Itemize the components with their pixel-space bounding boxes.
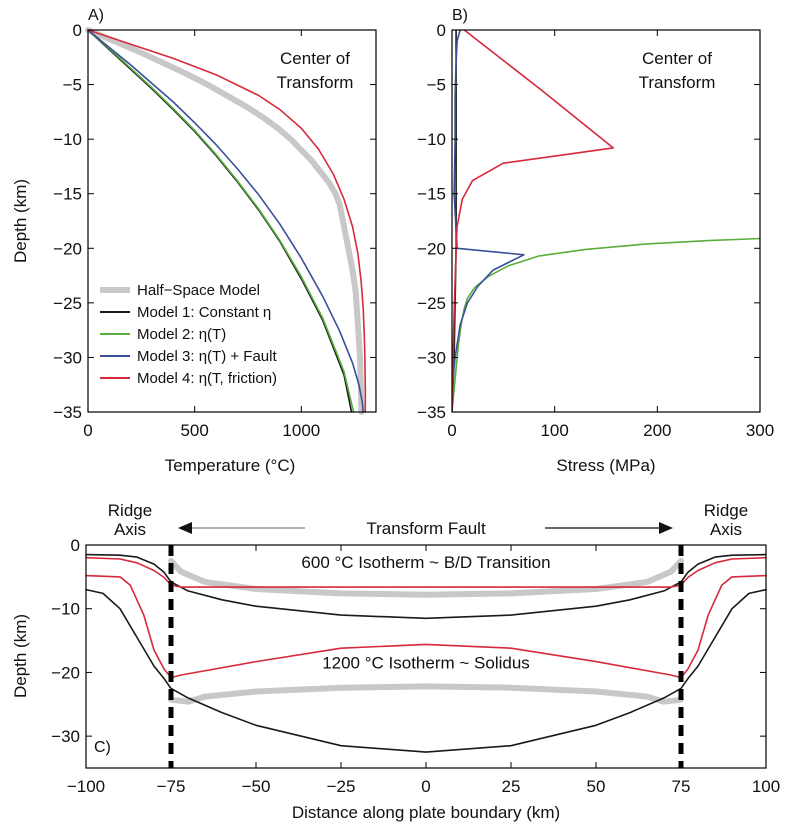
panel-b-ytick-label: −5 <box>427 76 446 95</box>
panel-a-annotation-line1: Center of <box>280 49 350 68</box>
panel-a-tag: A) <box>88 7 104 24</box>
panel-b-ytick-label: −25 <box>417 294 446 313</box>
panel-a-ytick-label: −10 <box>53 130 82 149</box>
legend-label-model2: Model 2: η(T) <box>137 326 226 343</box>
panel-a-xtick-label: 500 <box>180 421 208 440</box>
panel-a-legend: Half−Space Model Model 1: Constant η Model… <box>100 282 277 387</box>
panel-b-xtick-label: 200 <box>643 421 671 440</box>
panel-b-ytick-label: −30 <box>417 348 446 367</box>
legend-label-half_space: Half−Space Model <box>137 282 260 299</box>
panel-b-ytick-label: −10 <box>417 130 446 149</box>
legend-label-model1: Model 1: Constant η <box>137 304 271 321</box>
panel-a-line-model4 <box>87 29 367 413</box>
panel-c-xtick-label: 100 <box>752 777 780 796</box>
panel-b-ticks: 0 100 200 300 0 −5 −10 −15 −20 −25 −30 −35 <box>417 21 774 440</box>
panel-c-ylabel: Depth (km) <box>11 614 30 698</box>
legend-label-model3: Model 3: η(T) + Fault <box>137 348 277 365</box>
panel-b-xtick-label: 0 <box>447 421 456 440</box>
panel-c-xtick-label: 75 <box>672 777 691 796</box>
panel-b-ytick-label: 0 <box>437 21 446 40</box>
panel-a-plot <box>85 27 367 415</box>
panel-a-xtick-label: 1000 <box>282 421 320 440</box>
panel-c-xtick-label: 50 <box>587 777 606 796</box>
transform-fault-label: Transform Fault <box>366 519 486 538</box>
panel-a-xlabel: Temperature (°C) <box>165 456 296 475</box>
panel-b-line-model3 <box>452 30 525 412</box>
panel-c-isotherm-600-half_space <box>168 557 684 598</box>
panel-c-ticks: −100 −75 −50 −25 0 25 50 75 100 0 −10 −20 −30 <box>51 536 780 796</box>
panel-a-xtick-label: 0 <box>83 421 92 440</box>
panel-a-line-model3 <box>87 29 365 413</box>
panel-a-ticks: 0 500 1000 0 −5 −10 −15 −20 −25 −30 −35 <box>53 21 376 440</box>
panel-c-xlabel: Distance along plate boundary (km) <box>292 803 560 822</box>
panel-c-xtick-label: 0 <box>421 777 430 796</box>
panel-b-xtick-label: 100 <box>540 421 568 440</box>
ridge-axis-left-line2: Axis <box>114 520 146 539</box>
panel-c-isotherm-1200-model1 <box>85 588 767 753</box>
panel-a: A) 0 500 1000 0 −5 −10 −15 −20 −25 −30 −35 Tempera… <box>11 7 377 475</box>
panel-c-ytick-label: −20 <box>51 663 80 682</box>
panel-c-ytick-label: −30 <box>51 727 80 746</box>
legend-label-model4: Model 4: η(T, friction) <box>137 370 277 387</box>
panel-a-ytick-label: −15 <box>53 185 82 204</box>
panel-c-xtick-label: −100 <box>67 777 105 796</box>
panel-c-tag: C) <box>94 739 111 756</box>
panel-b-xtick-label: 300 <box>746 421 774 440</box>
panel-a-line-model2 <box>87 29 355 413</box>
panel-a-ytick-label: −5 <box>63 76 82 95</box>
panel-c-isotherm-1200-half_space <box>168 683 684 705</box>
panel-c-xtick-label: −75 <box>157 777 186 796</box>
transform-arrowhead-right <box>659 522 673 534</box>
panel-a-annotation-line2: Transform <box>277 73 354 92</box>
ridge-axis-right-line1: Ridge <box>704 501 748 520</box>
panel-c: 600 °C Isotherm ~ B/D Transition 1200 °C … <box>11 501 780 822</box>
panel-b-annotation-line2: Transform <box>639 73 716 92</box>
panel-c-ytick-label: 0 <box>71 536 80 555</box>
panel-a-ylabel: Depth (km) <box>11 179 30 263</box>
panel-b-xlabel: Stress (MPa) <box>556 456 655 475</box>
panel-b-line-model2 <box>452 237 760 412</box>
panel-b-annotation-line1: Center of <box>642 49 712 68</box>
panel-b: B) 0 100 200 300 0 −5 −10 −15 −20 −25 −30 −35 Stres… <box>417 7 774 475</box>
panel-a-ytick-label: −25 <box>53 294 82 313</box>
panel-a-line-half_space <box>85 27 365 415</box>
panel-a-ytick-label: −30 <box>53 348 82 367</box>
isotherm-label-1: 1200 °C Isotherm ~ Solidus <box>322 654 530 673</box>
panel-b-line-model4 <box>452 30 615 412</box>
ridge-axis-left-line1: Ridge <box>108 501 152 520</box>
ridge-axis-right-line2: Axis <box>710 520 742 539</box>
isotherm-label-0: 600 °C Isotherm ~ B/D Transition <box>301 553 550 572</box>
panel-c-isotherm-1200-model4 <box>85 574 767 679</box>
panel-b-ytick-label: −35 <box>417 403 446 422</box>
panel-c-isotherm-600-model4 <box>85 556 767 588</box>
panel-a-frame <box>87 29 377 413</box>
panel-c-plot: 600 °C Isotherm ~ B/D Transition 1200 °C … <box>85 545 767 768</box>
panel-b-frame <box>451 29 761 413</box>
panel-a-ytick-label: 0 <box>73 21 82 40</box>
panel-c-ytick-label: −10 <box>51 600 80 619</box>
panel-a-ytick-label: −35 <box>53 403 82 422</box>
panel-b-ytick-label: −20 <box>417 239 446 258</box>
transform-arrowhead-left <box>178 522 192 534</box>
panel-a-ytick-label: −20 <box>53 239 82 258</box>
panel-b-ytick-label: −15 <box>417 185 446 204</box>
panel-c-xtick-label: −25 <box>327 777 356 796</box>
panel-b-tag: B) <box>452 7 468 24</box>
panel-c-xtick-label: −50 <box>242 777 271 796</box>
panel-c-isotherm-600-model1 <box>85 553 767 620</box>
panel-c-xtick-label: 25 <box>502 777 521 796</box>
panel-b-plot <box>452 30 760 412</box>
